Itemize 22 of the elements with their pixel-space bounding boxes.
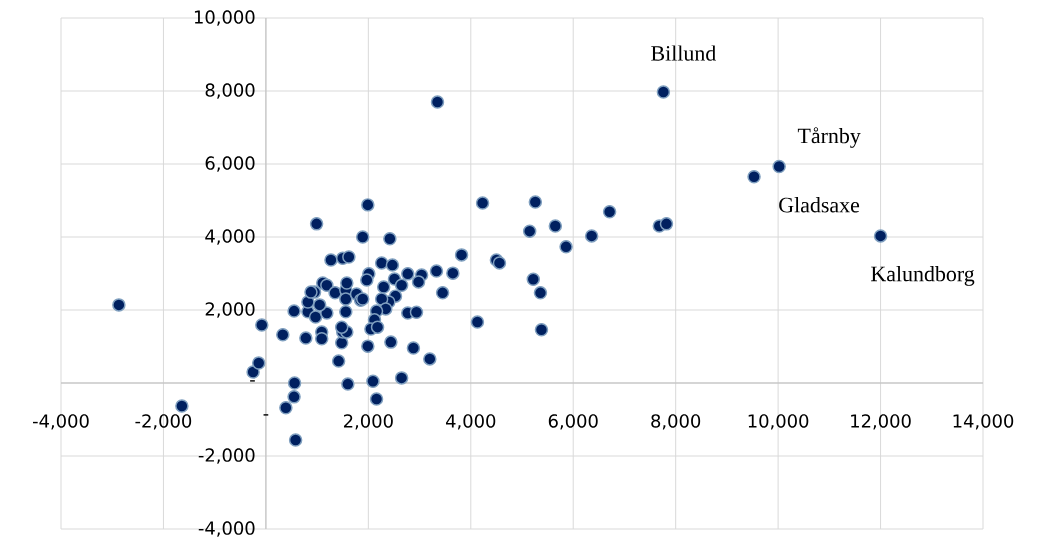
x-tick-label: 2,000: [343, 414, 393, 430]
y-tick-label: 2,000: [205, 302, 255, 318]
y-tick-label: 8,000: [205, 83, 255, 99]
y-tick-label: 6,000: [205, 156, 255, 172]
annotation: Tårnby: [797, 127, 861, 149]
y-tick-label: 10,000: [194, 10, 255, 26]
x-tick-label: 6,000: [548, 414, 598, 430]
y-tick-label: 4,000: [205, 229, 255, 245]
y-tick-label: -: [250, 380, 255, 382]
x-tick-label: -2,000: [135, 414, 192, 430]
x-tick-label: 14,000: [953, 414, 1014, 430]
x-tick-label: -4,000: [32, 414, 89, 430]
x-tick-label: 8,000: [651, 414, 701, 430]
y-tick-label: -2,000: [198, 448, 255, 464]
x-tick-label: 10,000: [748, 414, 809, 430]
y-tick-label: -4,000: [198, 521, 255, 537]
annotation: Gladsaxe: [779, 197, 860, 213]
annotation: Billund: [651, 45, 717, 61]
annotation: Kalundborg: [871, 266, 975, 287]
x-tick-label: 4,000: [445, 414, 496, 430]
x-tick-label: 12,000: [851, 414, 911, 430]
x-tick-label: -: [263, 414, 269, 416]
